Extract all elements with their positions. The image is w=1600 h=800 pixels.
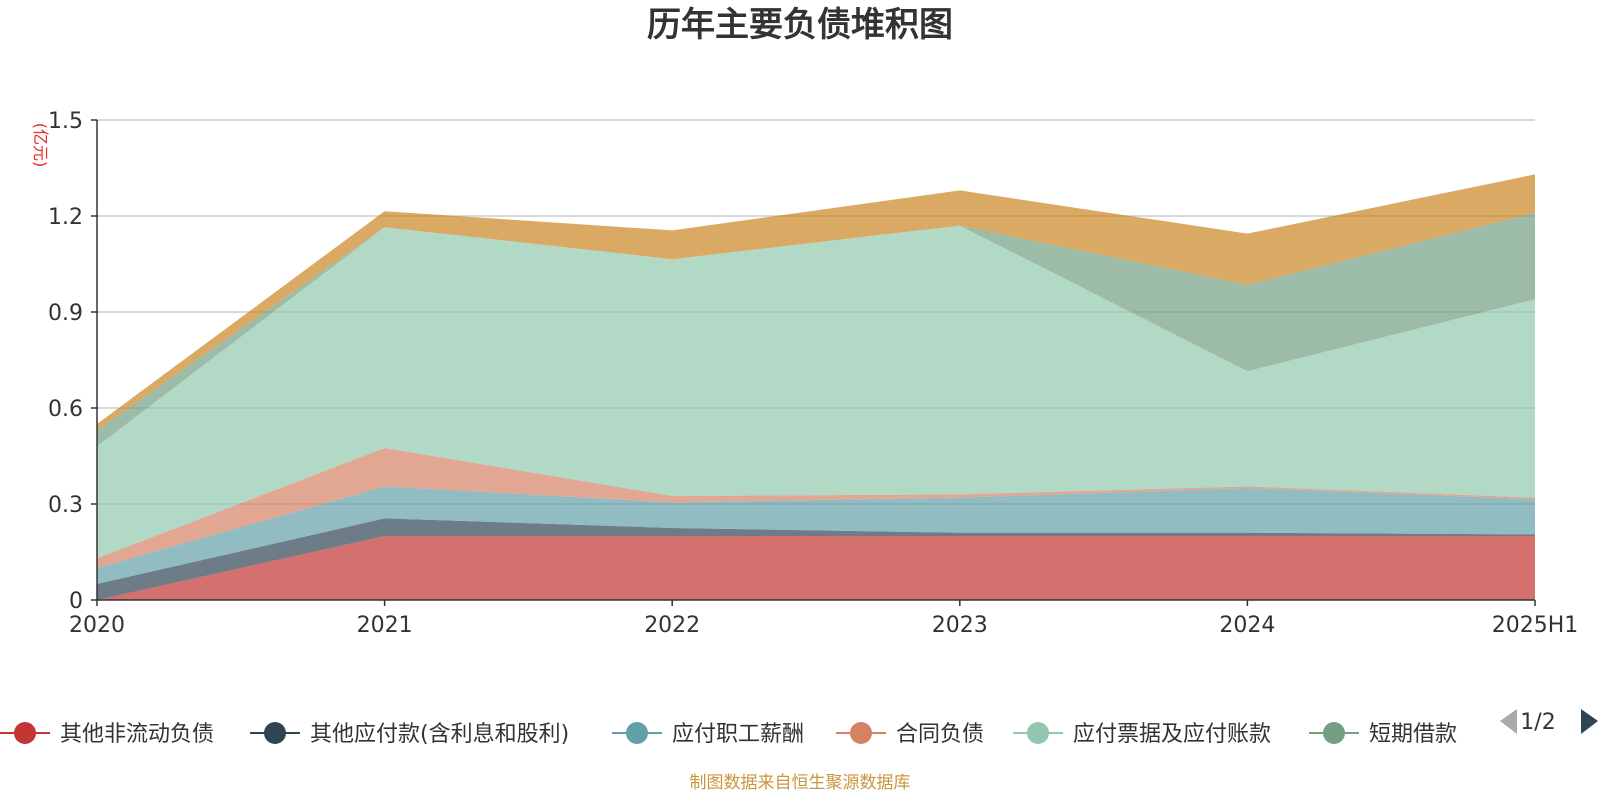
legend-label: 其他非流动负债 [60,722,214,747]
legend-label: 其他应付款(含利息和股利) [310,722,569,747]
legend-next-page-icon[interactable] [1581,709,1598,734]
footer-source: 制图数据来自恒生聚源数据库 [690,773,911,793]
legend-pager: 1/2 [1500,709,1598,735]
legend-label: 合同负债 [896,722,984,747]
y-tick-label: 1.5 [48,109,83,134]
y-axis-unit: (亿元) [31,123,50,168]
x-tick-label: 2025H1 [1492,613,1579,638]
area-series-band [97,518,1535,600]
axes: 0 0.3 0.6 0.9 1.2 1.5 2020 2021 2022 2023 2024 2025… [48,109,1578,638]
area-series-band [97,448,1535,568]
legend-marker-icon [14,722,36,744]
legend-label: 应付票据及应付账款 [1073,722,1271,747]
legend-marker-icon [626,722,648,744]
y-tick-label: 0.3 [48,493,83,518]
y-tick-label: 0.6 [48,397,83,422]
legend-item[interactable]: 其他非流动负债 [0,722,214,747]
y-tick-label: 1.2 [48,205,83,230]
chart-title: 历年主要负债堆积图 [647,5,953,45]
legend-label: 应付职工薪酬 [672,722,804,747]
legend-item[interactable]: 短期借款 [1309,722,1457,747]
legend-marker-icon [850,722,872,744]
area-series-band [97,174,1535,431]
legend: 其他非流动负债 其他应付款(含利息和股利) 应付职工薪酬 合同负债 应付票据及应付账款 短… [0,722,1457,747]
x-tick-label: 2021 [357,613,413,638]
area-series-band [97,212,1535,447]
area-series-band [97,536,1535,600]
legend-item[interactable]: 其他应付款(含利息和股利) [250,722,569,747]
legend-marker-icon [1323,722,1345,744]
x-tick-label: 2020 [69,613,125,638]
legend-prev-page-icon[interactable] [1500,709,1517,734]
area-series-band [97,225,1535,559]
legend-label: 短期借款 [1369,722,1457,747]
y-tick-label: 0.9 [48,301,83,326]
x-tick-label: 2024 [1219,613,1275,638]
legend-marker-icon [1027,722,1049,744]
x-tick-label: 2022 [644,613,700,638]
legend-item[interactable]: 应付职工薪酬 [612,722,804,747]
legend-item[interactable]: 合同负债 [836,722,984,747]
legend-marker-icon [264,722,286,744]
y-tick-label: 0 [69,589,83,614]
area-series-band [97,486,1535,584]
legend-item[interactable]: 应付票据及应付账款 [1013,722,1271,747]
legend-page-indicator: 1/2 [1520,710,1555,735]
x-tick-label: 2023 [932,613,988,638]
area-series [97,174,1535,600]
